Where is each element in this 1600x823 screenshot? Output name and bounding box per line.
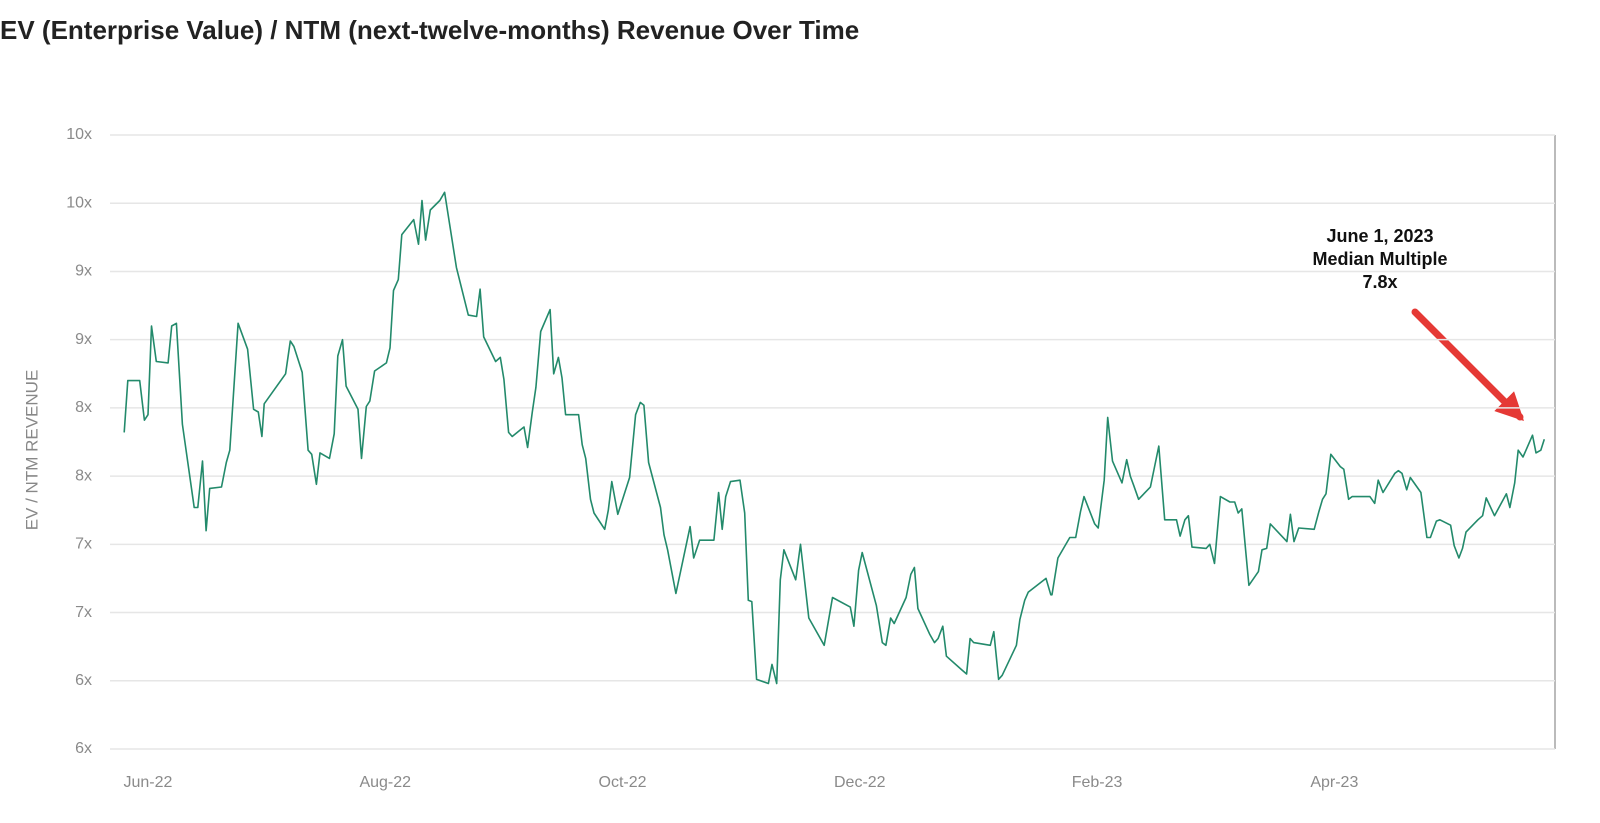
y-tick-label: 9x [75, 263, 92, 280]
y-tick-label: 9x [75, 331, 92, 348]
data-line [123, 191, 1546, 685]
x-tick-label: Jun-22 [124, 774, 173, 791]
annotation: 7.8x [1362, 272, 1397, 292]
annotation-arrow [1411, 308, 1524, 421]
y-tick-label: 8x [75, 399, 92, 416]
y-axis-label: EV / NTM REVENUE [22, 370, 41, 531]
y-tick-label: 7x [75, 536, 92, 553]
annotation: June 1, 2023 [1326, 226, 1433, 246]
x-tick-label: Apr-23 [1310, 774, 1358, 791]
x-tick-label: Feb-23 [1072, 774, 1123, 791]
x-tick-label: Aug-22 [359, 774, 411, 791]
y-tick-label: 10x [66, 126, 92, 143]
annotation: Median Multiple [1313, 249, 1448, 269]
y-tick-label: 8x [75, 467, 92, 484]
x-tick-label: Oct-22 [599, 774, 647, 791]
x-tick-label: Dec-22 [834, 774, 886, 791]
chart-title: EV (Enterprise Value) / NTM (next-twelve… [0, 15, 859, 45]
y-tick-label: 6x [75, 672, 92, 689]
y-tick-label: 10x [66, 194, 92, 211]
y-tick-label: 7x [75, 604, 92, 621]
y-tick-label: 6x [75, 740, 92, 757]
